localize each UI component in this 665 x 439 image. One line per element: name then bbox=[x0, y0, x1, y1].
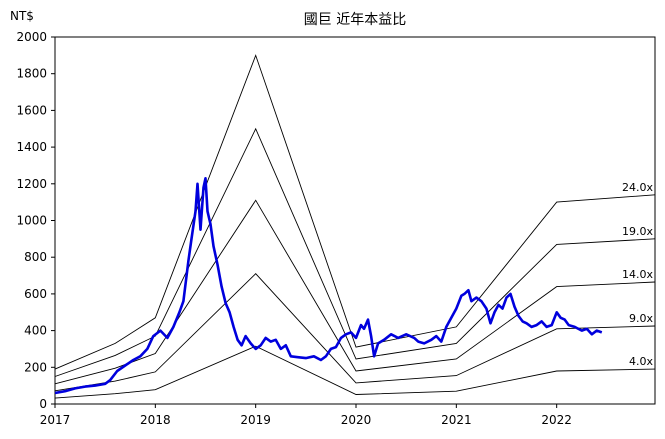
axes: 0 200 400 600 800 1000 1200 1400 1600 1800 2000 201… bbox=[16, 30, 571, 427]
y-unit-label: NT$ bbox=[10, 9, 34, 23]
x-tick-label: 2018 bbox=[140, 413, 171, 427]
x-tick-label: 2022 bbox=[541, 413, 572, 427]
x-tick-label: 2019 bbox=[240, 413, 271, 427]
price-series bbox=[54, 177, 603, 395]
y-tick-label: 1800 bbox=[16, 67, 47, 81]
x-tick-label: 2017 bbox=[40, 413, 71, 427]
plot-border bbox=[54, 36, 656, 405]
y-tick-label: 200 bbox=[24, 360, 47, 374]
chart-title: 國巨 近年本益比 bbox=[304, 12, 406, 28]
pe-band-label: 4.0x bbox=[629, 355, 653, 368]
pe-band-9-0x bbox=[54, 273, 656, 392]
pe-band-19-0x bbox=[54, 127, 656, 377]
y-tick-label: 400 bbox=[24, 324, 47, 338]
plot-frame bbox=[54, 36, 656, 405]
pe-band-label: 14.0x bbox=[622, 268, 653, 281]
y-tick-label: 0 bbox=[39, 397, 47, 411]
y-tick-label: 1400 bbox=[16, 140, 47, 154]
stock-price-line bbox=[54, 177, 603, 395]
pe-band-lines bbox=[54, 54, 656, 399]
pe-band-14-0x bbox=[54, 199, 656, 385]
pe-band-label: 19.0x bbox=[622, 225, 653, 238]
y-tick-label: 800 bbox=[24, 250, 47, 264]
pe-band-4-0x bbox=[54, 345, 656, 399]
y-tick-label: 600 bbox=[24, 287, 47, 301]
pe-band-label: 9.0x bbox=[629, 312, 653, 325]
x-tick-label: 2020 bbox=[341, 413, 372, 427]
pe-band-label: 24.0x bbox=[622, 181, 653, 194]
y-tick-label: 1600 bbox=[16, 103, 47, 117]
pe-band-24-0x bbox=[54, 54, 656, 370]
y-tick-label: 1000 bbox=[16, 214, 47, 228]
y-tick-label: 1200 bbox=[16, 177, 47, 191]
y-tick-label: 2000 bbox=[16, 30, 47, 44]
x-tick-label: 2021 bbox=[441, 413, 472, 427]
band-labels: 24.0x 19.0x 14.0x 9.0x 4.0x bbox=[622, 181, 653, 368]
